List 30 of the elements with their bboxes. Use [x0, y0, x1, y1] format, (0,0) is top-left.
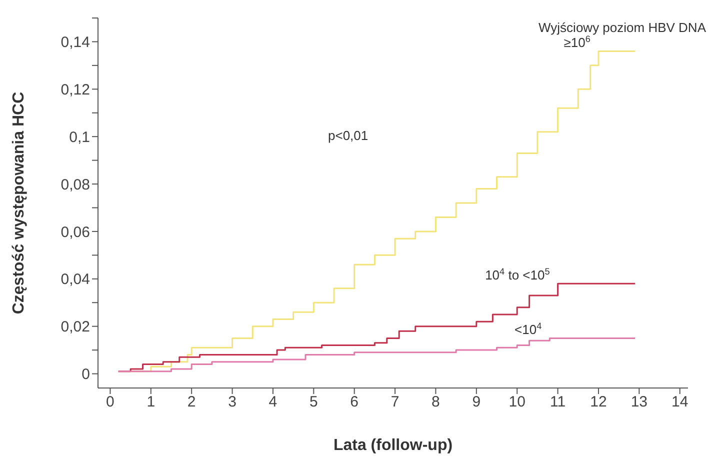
annotation: p<0,01 [328, 128, 368, 143]
x-tick-label: 8 [432, 394, 440, 411]
legend-title: Wyjściowy poziom HBV DNA [538, 20, 706, 35]
x-tick-label: 7 [390, 394, 400, 411]
x-tick-label: 6 [350, 394, 359, 411]
y-tick-label: 0,08 [60, 176, 90, 194]
y-tick-label: 0 [82, 366, 90, 384]
y-tick-label: 0,12 [60, 81, 90, 98]
series-label: <10$^{4}$ [514, 321, 542, 338]
y-tick-label: 0,04 [60, 271, 90, 288]
x-tick-label: 4 [268, 394, 278, 411]
x-tick-label: 1 [146, 394, 156, 411]
x-tick-label: 9 [472, 394, 481, 411]
y-axis-title: Częstość występowania HCC [10, 91, 28, 314]
y-tick-label: 0,06 [60, 224, 90, 241]
series-label: ≥10$^{6}$ [564, 34, 590, 50]
x-tick-label: 5 [309, 394, 318, 411]
y-tick-label: 0,1 [69, 128, 90, 146]
x-axis-title: Lata (follow-up) [333, 437, 453, 454]
x-tick-label: 11 [550, 394, 566, 411]
x-tick-label: 12 [590, 394, 607, 411]
x-tick-label: 14 [672, 394, 688, 411]
x-tick-label: 2 [187, 394, 196, 411]
y-tick-label: 0,02 [60, 318, 90, 336]
x-tick-label: 3 [228, 394, 236, 411]
series-label: 10$^{4}$ to <10$^{5}$ [485, 266, 550, 283]
x-tick-label: 0 [106, 394, 114, 411]
x-tick-label: 13 [630, 394, 648, 411]
x-tick-label: 10 [508, 394, 526, 411]
y-tick-label: 0,14 [60, 34, 90, 52]
